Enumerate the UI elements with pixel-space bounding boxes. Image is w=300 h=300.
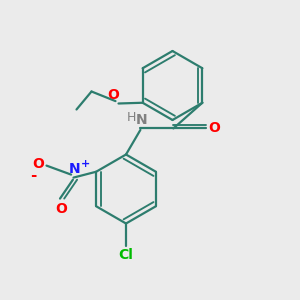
Text: Cl: Cl (118, 248, 134, 262)
Text: N: N (136, 113, 148, 127)
Text: O: O (56, 202, 68, 216)
Text: H: H (127, 111, 136, 124)
Text: -: - (30, 168, 37, 183)
Text: O: O (208, 122, 220, 135)
Text: O: O (32, 157, 44, 171)
Text: N: N (69, 162, 80, 176)
Text: O: O (107, 88, 119, 102)
Text: +: + (81, 159, 90, 169)
